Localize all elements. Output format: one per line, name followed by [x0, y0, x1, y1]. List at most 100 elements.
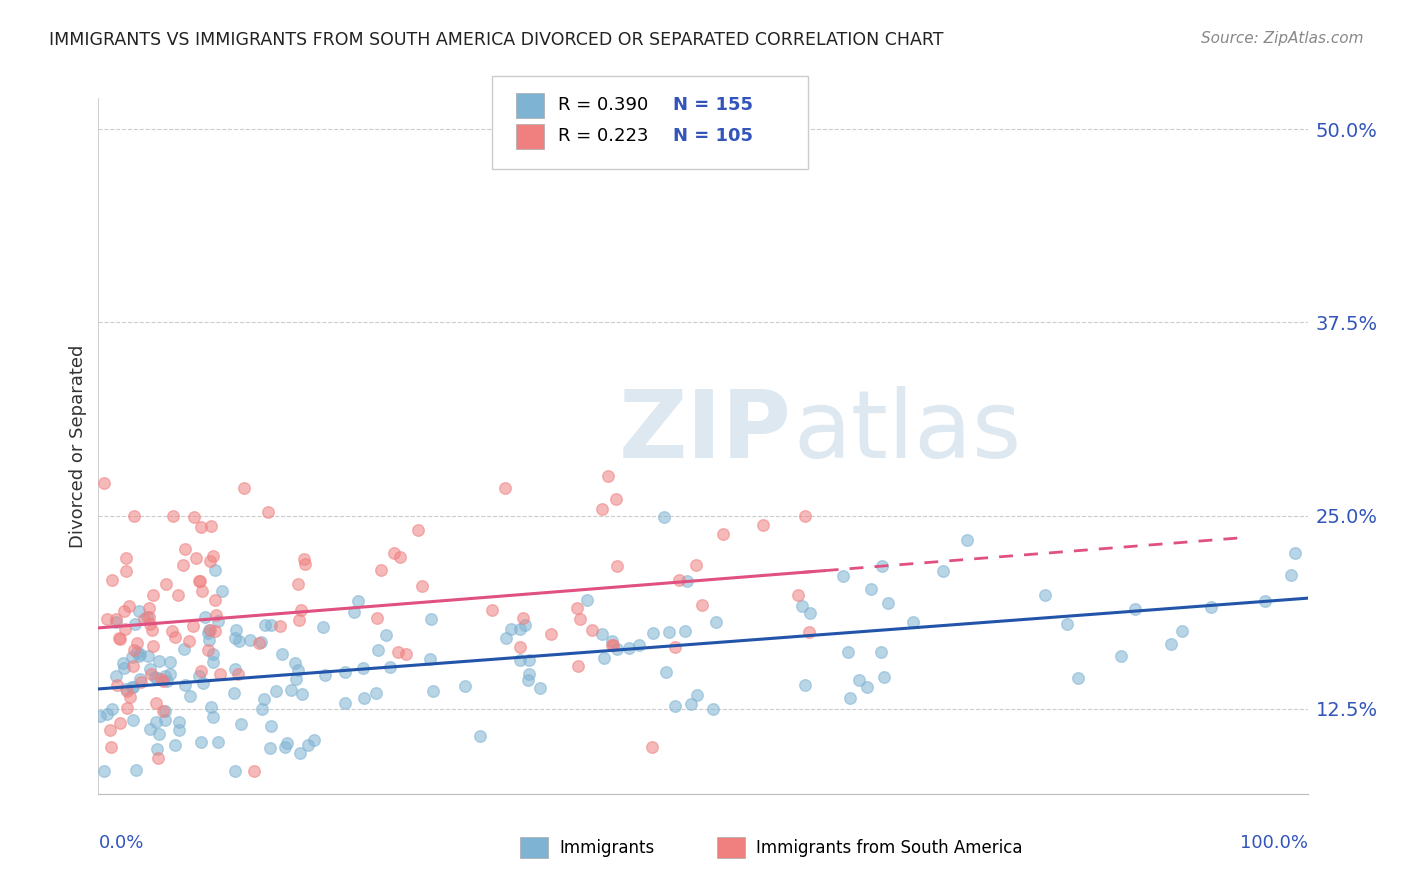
Point — [198, 633, 221, 648]
Point — [679, 697, 702, 711]
Point — [146, 751, 169, 765]
Point — [605, 492, 627, 507]
Point — [96, 707, 118, 722]
Point — [93, 764, 115, 778]
Point — [162, 508, 184, 523]
Point — [591, 627, 613, 641]
Point — [104, 669, 127, 683]
Point — [1067, 671, 1090, 685]
Point — [592, 651, 614, 665]
Point — [290, 603, 312, 617]
Point — [837, 645, 859, 659]
Point — [200, 519, 222, 533]
Point — [903, 615, 925, 629]
Point — [353, 691, 375, 706]
Text: N = 155: N = 155 — [673, 96, 754, 114]
Point — [512, 611, 534, 625]
Point — [270, 647, 292, 661]
Point — [122, 643, 145, 657]
Point — [122, 681, 145, 695]
Point — [333, 696, 356, 710]
Point — [139, 723, 162, 737]
Point — [148, 727, 170, 741]
Point — [138, 616, 160, 631]
Point — [136, 609, 159, 624]
Point — [276, 736, 298, 750]
Text: 100.0%: 100.0% — [1240, 834, 1308, 852]
Point — [602, 638, 624, 652]
Point — [797, 625, 820, 640]
Point — [179, 634, 201, 648]
Point — [1033, 588, 1056, 602]
Point — [259, 740, 281, 755]
Point — [174, 678, 197, 692]
Point — [284, 656, 307, 670]
Point — [287, 664, 309, 678]
Point — [848, 673, 870, 687]
Point — [794, 508, 817, 523]
Point — [108, 631, 131, 645]
Point — [870, 644, 893, 658]
Point — [932, 564, 955, 578]
Point — [664, 640, 686, 654]
Point — [204, 563, 226, 577]
Point — [600, 634, 623, 648]
Point — [114, 682, 136, 697]
Point — [686, 688, 709, 702]
Point — [628, 638, 651, 652]
Point — [159, 667, 181, 681]
Point — [188, 574, 211, 589]
Point — [200, 700, 222, 714]
Y-axis label: Divorced or Separated: Divorced or Separated — [69, 344, 87, 548]
Point — [118, 599, 141, 614]
Point — [145, 696, 167, 710]
Point — [314, 668, 336, 682]
Point — [481, 603, 503, 617]
Point — [411, 579, 433, 593]
Point — [641, 626, 664, 640]
Point — [105, 615, 128, 629]
Point — [375, 628, 398, 642]
Point — [256, 506, 278, 520]
Point — [790, 599, 813, 613]
Point — [190, 520, 212, 534]
Point — [517, 666, 540, 681]
Point — [606, 641, 628, 656]
Point — [1123, 602, 1146, 616]
Point — [165, 631, 187, 645]
Point — [370, 563, 392, 577]
Point — [167, 715, 190, 730]
Point — [388, 549, 411, 564]
Point — [155, 577, 177, 591]
Point — [956, 533, 979, 548]
Point — [454, 679, 477, 693]
Point — [668, 573, 690, 587]
Point — [224, 632, 246, 646]
Point — [197, 643, 219, 657]
Point — [508, 640, 530, 655]
Point — [655, 665, 678, 679]
Point — [302, 733, 325, 747]
Point — [125, 645, 148, 659]
Point — [380, 660, 402, 674]
Point — [264, 684, 287, 698]
Point — [529, 681, 551, 695]
Point — [711, 526, 734, 541]
Text: R = 0.223: R = 0.223 — [558, 128, 648, 145]
Point — [165, 738, 187, 752]
Point — [152, 704, 174, 718]
Point — [540, 627, 562, 641]
Point — [211, 584, 233, 599]
Point — [664, 698, 686, 713]
Point — [387, 645, 409, 659]
Point — [115, 701, 138, 715]
Point — [129, 675, 152, 690]
Point — [125, 763, 148, 777]
Point — [146, 742, 169, 756]
Point — [581, 623, 603, 637]
Text: Immigrants from South America: Immigrants from South America — [756, 838, 1024, 856]
Point — [127, 636, 149, 650]
Point — [250, 635, 273, 649]
Point — [194, 610, 217, 624]
Point — [101, 573, 124, 587]
